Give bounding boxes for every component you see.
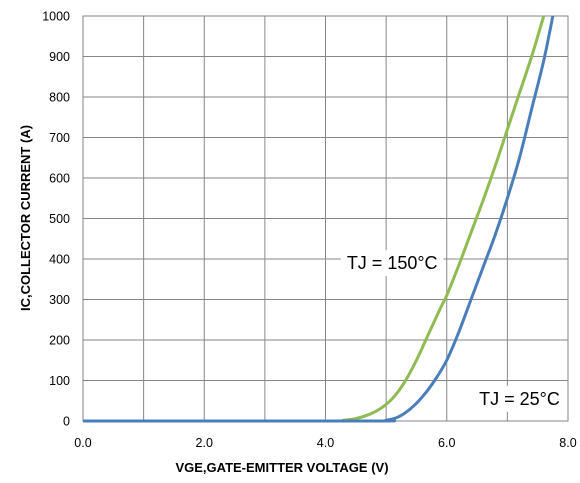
x-tick-labels: 0.0 2.0 4.0 6.0 8.0 xyxy=(74,436,576,450)
y-axis-title: IC,COLLECTOR CURRENT (A) xyxy=(18,125,33,311)
y-tick-label: 300 xyxy=(49,293,70,307)
y-tick-label: 1000 xyxy=(42,10,70,24)
x-axis-title: VGE,GATE-EMITTER VOLTAGE (V) xyxy=(175,460,388,475)
annotation-background xyxy=(340,250,444,277)
annotation-tj-25: TJ = 25°C xyxy=(479,389,560,409)
x-tick-label: 0.0 xyxy=(74,436,91,450)
series-lines xyxy=(82,15,555,423)
x-tick-label: 6.0 xyxy=(438,436,455,450)
y-tick-label: 500 xyxy=(49,212,70,226)
y-tick-label: 700 xyxy=(49,131,70,145)
y-tick-label: 200 xyxy=(49,334,70,348)
y-tick-label: 0 xyxy=(63,415,70,429)
annotation-background xyxy=(473,385,566,412)
annotations: TJ = 150°C TJ = 25°C xyxy=(340,250,566,412)
y-tick-labels: 0 100 200 300 400 500 600 700 800 900 1000 xyxy=(42,10,70,429)
y-tick-label: 800 xyxy=(49,91,70,105)
grid xyxy=(82,15,569,422)
y-tick-label: 900 xyxy=(49,50,70,64)
y-tick-label: 400 xyxy=(49,253,70,267)
y-tick-label: 600 xyxy=(49,172,70,186)
x-tick-label: 2.0 xyxy=(196,436,213,450)
annotation-tj-150: TJ = 150°C xyxy=(347,253,438,273)
x-tick-label: 8.0 xyxy=(559,436,576,450)
y-tick-label: 100 xyxy=(49,374,70,388)
x-tick-label: 4.0 xyxy=(317,436,334,450)
series-line-tj-25 xyxy=(82,15,555,423)
